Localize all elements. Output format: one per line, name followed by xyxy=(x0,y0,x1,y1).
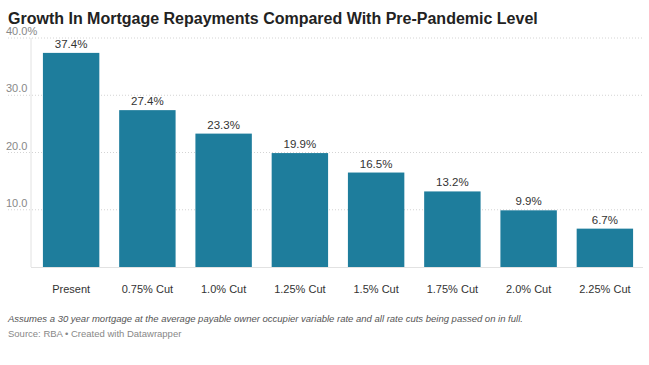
y-tick-label: 30.0 xyxy=(6,82,27,94)
chart-container: Growth In Mortgage Repayments Compared W… xyxy=(0,0,649,365)
y-tick-label: 20.0 xyxy=(6,140,27,152)
grid-line xyxy=(8,95,643,96)
x-tick-label: 0.75% Cut xyxy=(122,283,173,295)
chart-svg: Growth In Mortgage Repayments Compared W… xyxy=(0,0,649,365)
data-label: 6.7% xyxy=(592,214,618,226)
x-tick-label: 2.25% Cut xyxy=(579,283,630,295)
data-label: 23.3% xyxy=(207,119,240,131)
grid-line xyxy=(8,152,643,153)
bar xyxy=(424,191,480,267)
y-tick-label: 10.0 xyxy=(6,197,27,209)
x-tick-label: 1.75% Cut xyxy=(427,283,478,295)
bars xyxy=(43,53,633,267)
source: Source: RBA • Created with Datawrapper xyxy=(8,328,181,339)
data-label: 9.9% xyxy=(516,195,542,207)
bar xyxy=(119,110,175,267)
grid-line xyxy=(8,38,643,39)
x-tick-label: 2.0% Cut xyxy=(506,283,551,295)
y-axis-line xyxy=(31,38,32,267)
x-tick-label: 1.5% Cut xyxy=(354,283,399,295)
labels: 37.4% Present 27.4% 0.75% Cut 23.3% 1.0% Cut 1… xyxy=(52,38,630,295)
data-label: 13.2% xyxy=(436,176,469,188)
data-label: 19.9% xyxy=(284,138,317,150)
baseline xyxy=(31,267,643,268)
x-tick-label: 1.0% Cut xyxy=(201,283,246,295)
bar xyxy=(43,53,99,267)
bar xyxy=(272,153,328,267)
x-tick-label: 1.25% Cut xyxy=(274,283,325,295)
footnote: Assumes a 30 year mortgage at the averag… xyxy=(7,313,523,324)
data-label: 16.5% xyxy=(360,158,393,170)
data-label: 37.4% xyxy=(55,38,88,50)
x-tick-label: Present xyxy=(52,283,90,295)
y-tick-label: 40.0% xyxy=(6,25,37,37)
bar xyxy=(577,229,633,267)
bar xyxy=(500,210,556,267)
bar xyxy=(195,134,251,267)
data-label: 27.4% xyxy=(131,95,164,107)
bar xyxy=(348,173,404,267)
title: Growth In Mortgage Repayments Compared W… xyxy=(8,10,538,27)
